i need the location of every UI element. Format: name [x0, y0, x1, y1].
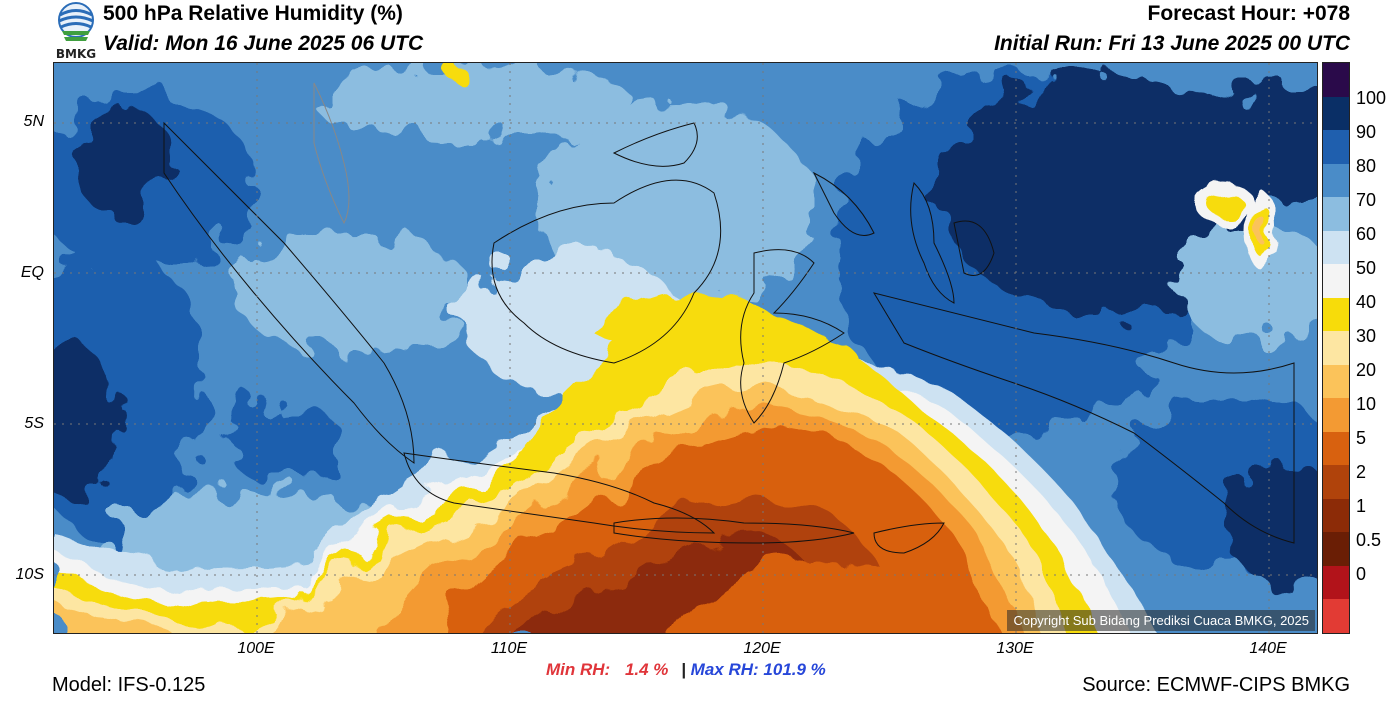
- colorbar-label: 5: [1356, 428, 1367, 448]
- colorbar-label: 0.5: [1356, 530, 1382, 550]
- colorbar-label: 60: [1356, 224, 1377, 244]
- humidity-map: [53, 62, 1318, 634]
- colorbar-segment: [1323, 130, 1349, 164]
- lon-label-100e: 100E: [237, 640, 275, 657]
- colorbar-segment: [1323, 197, 1349, 231]
- stats-separator: |: [681, 660, 686, 679]
- colorbar-segment: [1323, 230, 1349, 265]
- model-label: Model: IFS-0.125: [52, 674, 206, 696]
- valid-time: Valid: Mon 16 June 2025 06 UTC: [103, 32, 424, 55]
- min-rh-value: 1.4 %: [624, 660, 669, 679]
- lon-label-140e: 140E: [1249, 640, 1287, 657]
- colorbar-label: 20: [1356, 360, 1377, 380]
- colorbar-label: 50: [1356, 258, 1377, 278]
- colorbar-segment: [1323, 565, 1349, 600]
- colorbar-segment: [1323, 532, 1349, 566]
- colorbar-label: 10: [1356, 394, 1377, 414]
- map-title: 500 hPa Relative Humidity (%): [103, 2, 403, 25]
- lat-label-5n: 5N: [23, 113, 44, 130]
- colorbar-segment: [1323, 163, 1349, 198]
- forecast-hour: Forecast Hour: +078: [1147, 2, 1351, 25]
- colorbar-label: 70: [1356, 190, 1377, 210]
- initial-run: Initial Run: Fri 13 June 2025 00 UTC: [994, 32, 1350, 55]
- colorbar-label: 90: [1356, 122, 1377, 142]
- colorbar-segment: [1323, 63, 1349, 97]
- svg-text:BMKG: BMKG: [56, 47, 96, 60]
- colorbar: [1322, 62, 1350, 634]
- colorbar-segment: [1323, 599, 1349, 633]
- bmkg-logo: BMKG: [56, 2, 96, 60]
- colorbar-segment: [1323, 364, 1349, 399]
- copyright-notice: Copyright Sub Bidang Prediksi Cuaca BMKG…: [1007, 610, 1315, 631]
- min-rh-label: Min RH:: [546, 660, 611, 679]
- colorbar-label: 40: [1356, 292, 1377, 312]
- max-rh-value: 101.9 %: [763, 660, 826, 679]
- colorbar-segment: [1323, 498, 1349, 533]
- source-label: Source: ECMWF-CIPS BMKG: [1082, 674, 1350, 696]
- colorbar-segment: [1323, 297, 1349, 332]
- max-rh-label: Max RH:: [690, 660, 759, 679]
- colorbar-segment: [1323, 264, 1349, 298]
- lat-label-5s: 5S: [24, 415, 44, 432]
- colorbar-label: 1: [1356, 496, 1367, 516]
- colorbar-label: 30: [1356, 326, 1377, 346]
- colorbar-segment: [1323, 398, 1349, 432]
- lon-label-120e: 120E: [743, 640, 781, 657]
- colorbar-label: 2: [1356, 462, 1367, 482]
- colorbar-label: 100: [1356, 88, 1387, 108]
- lon-label-110e: 110E: [490, 640, 528, 657]
- colorbar-segment: [1323, 431, 1349, 466]
- lon-label-130e: 130E: [996, 640, 1034, 657]
- colorbar-segment: [1323, 331, 1349, 365]
- colorbar-label: 0: [1356, 564, 1367, 584]
- colorbar-segment: [1323, 465, 1349, 499]
- colorbar-label: 80: [1356, 156, 1377, 176]
- colorbar-segment: [1323, 96, 1349, 131]
- lat-label-10s: 10S: [15, 566, 44, 583]
- rh-stats: Min RH: 1.4 % | Max RH: 101.9 %: [546, 660, 826, 680]
- lat-label-eq: EQ: [20, 264, 44, 281]
- coastlines: [163, 82, 1295, 554]
